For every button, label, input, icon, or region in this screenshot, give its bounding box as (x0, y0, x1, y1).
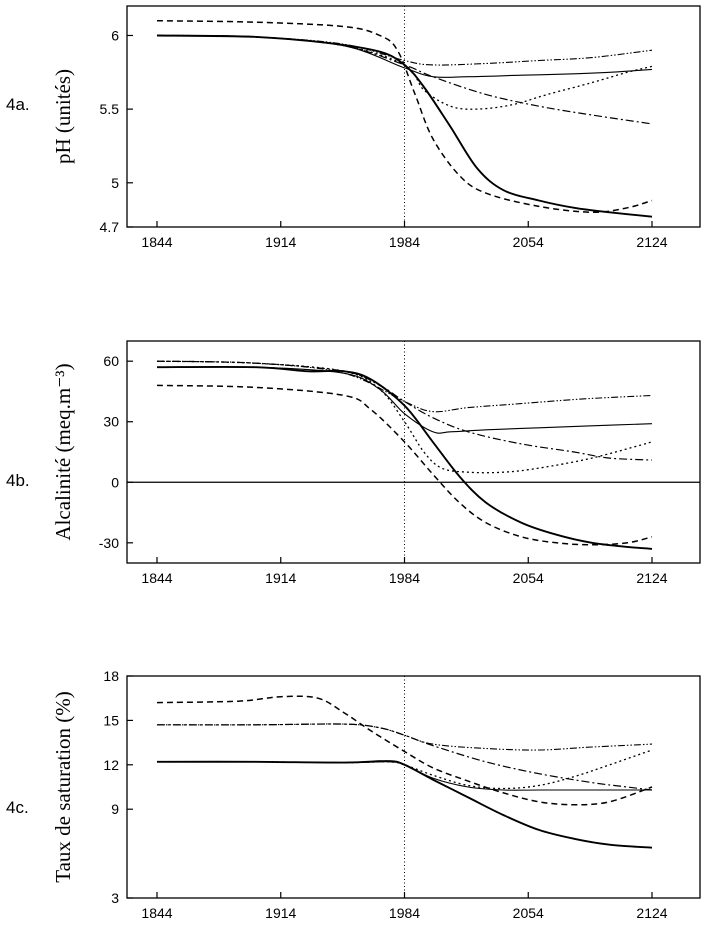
panel-4b: 4b. Alcalinité (meq.m⁻³) 1844 1914 1984 205… (6, 340, 701, 586)
series-line-dash-dot-dot (156, 723, 653, 751)
y-tick-label: 12 (103, 757, 119, 773)
y-tick-label: 18 (103, 668, 119, 684)
series-line-dashed (156, 19, 653, 214)
x-tick-label: 1984 (389, 570, 420, 586)
y-tick-label: 15 (103, 712, 119, 728)
x-tick-label: 2054 (513, 234, 544, 250)
plot-frame (126, 5, 701, 228)
y-tick-label: 3 (111, 890, 119, 906)
y-tick-label: 4.7 (100, 219, 120, 235)
plot-frame (126, 340, 701, 564)
x-tick-label: 1844 (141, 234, 172, 250)
y-tick-label: 0 (111, 474, 119, 490)
x-tick-label: 1844 (141, 570, 172, 586)
y-tick-label: 30 (103, 414, 119, 430)
y-tick-label: 9 (111, 801, 119, 817)
series-line-dash-dot-dot (156, 360, 653, 413)
y-axis-label: Taux de saturation (%) (51, 691, 75, 883)
x-tick-label: 1914 (265, 905, 296, 921)
panel-label: 4c. (6, 798, 29, 817)
panel-4c: 4c. Taux de saturation (%) 1844 1914 1984 2… (6, 668, 701, 921)
series-line-dotted (156, 360, 653, 474)
panel-4a: 4a. pH (unités) 1844 1914 1984 2054 2124 4.7 5… (6, 5, 701, 250)
series-line-dotted (156, 749, 653, 790)
x-tick-label: 2124 (636, 905, 667, 921)
series-line-dash-dot (156, 34, 653, 125)
x-tick-label: 2124 (636, 570, 667, 586)
series-line-dotted (156, 34, 653, 110)
x-tick-label: 2124 (636, 234, 667, 250)
x-tick-label: 2054 (513, 905, 544, 921)
y-tick-label: 6 (111, 27, 119, 43)
panel-label: 4b. (6, 471, 30, 490)
x-tick-label: 1984 (389, 905, 420, 921)
x-tick-label: 1914 (265, 234, 296, 250)
y-axis-label: Alcalinité (meq.m⁻³) (51, 363, 75, 540)
series-line-solid-bold (156, 365, 653, 550)
series-line-solid-thin (156, 366, 653, 434)
plot-frame (126, 675, 701, 899)
series-line-dash-dot-dot (156, 34, 653, 66)
panel-label: 4a. (6, 95, 30, 114)
x-tick-label: 1844 (141, 905, 172, 921)
x-tick-label: 1914 (265, 570, 296, 586)
series-line-dashed (156, 695, 653, 806)
x-tick-label: 2054 (513, 570, 544, 586)
y-tick-label: -30 (99, 535, 119, 551)
y-axis-label: pH (unités) (51, 69, 75, 164)
y-tick-label: 60 (103, 353, 119, 369)
y-tick-label: 5.5 (100, 101, 120, 117)
x-tick-label: 1984 (389, 234, 420, 250)
y-tick-label: 5 (111, 175, 119, 191)
series-line-dashed (156, 384, 653, 546)
